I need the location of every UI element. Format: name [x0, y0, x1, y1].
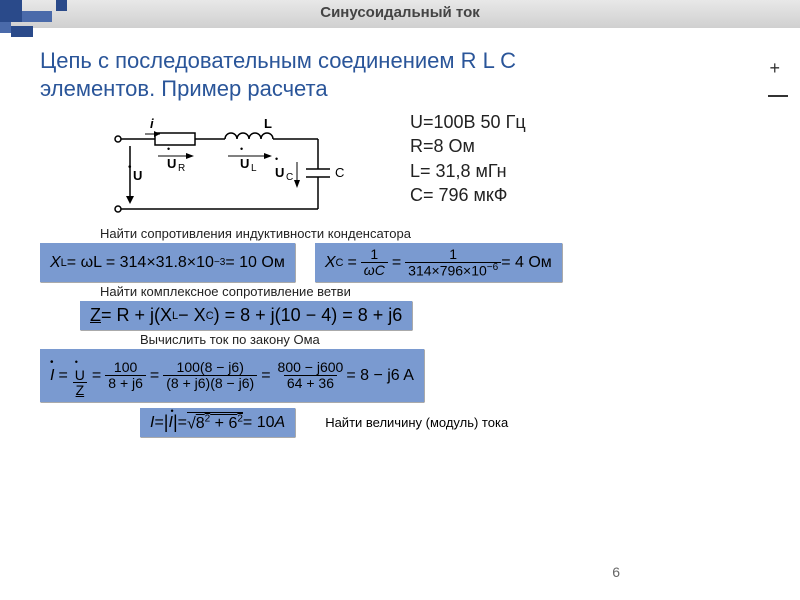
content: Цепь с последовательным соединением R L … [40, 48, 760, 437]
page-number: 6 [612, 564, 620, 580]
header-bar: Синусоидальный ток [0, 0, 800, 32]
param-R: R=8 Ом [410, 134, 526, 158]
circuit-diagram: i L C • U UR • UL • UC • [100, 114, 350, 224]
svg-text:U: U [240, 156, 249, 171]
formula-XL: XL = ωL = 314×31.8×10−3 = 10 Ом [40, 243, 295, 282]
deco-square [11, 26, 33, 37]
label-U: U [133, 168, 142, 183]
svg-text:U: U [275, 165, 284, 180]
svg-text:C: C [286, 172, 293, 183]
top-row: i L C • U UR • UL • UC • U=100В 50 Гц R=… [40, 114, 760, 224]
svg-text:U: U [167, 156, 176, 171]
svg-text:•: • [128, 162, 132, 173]
formula-Imod: I = |•I| = √82 + 62 = 10 A [140, 408, 295, 437]
formula-row-1: XL = ωL = 314×31.8×10−3 = 10 Ом XC= 1ωC … [40, 243, 760, 282]
step4-label: Найти величину (модуль) тока [325, 415, 508, 430]
deco-square [0, 22, 11, 33]
main-title-line1: Цепь с последовательным соединением R L … [40, 48, 760, 74]
label-L: L [264, 116, 272, 131]
step1-label: Найти сопротивления индуктивности конден… [100, 226, 760, 241]
param-C: C= 796 мкФ [410, 183, 526, 207]
label-C: C [335, 165, 344, 180]
formula-Z: Z = R + j(XL − XC) = 8 + j(10 − 4) = 8 +… [80, 301, 412, 330]
svg-text:•: • [240, 144, 243, 154]
param-U: U=100В 50 Гц [410, 110, 526, 134]
parameters: U=100В 50 Гц R=8 Ом L= 31,8 мГн C= 796 м… [410, 110, 526, 207]
formula-I: •I= •UZ = 1008 + j6 = 100(8 − j6)(8 + j6… [40, 349, 424, 402]
minus-icon [768, 95, 788, 97]
svg-text:L: L [251, 163, 257, 174]
svg-text:•: • [275, 154, 278, 164]
svg-text:R: R [178, 163, 185, 174]
label-i: i [150, 116, 154, 131]
plus-icon: + [769, 58, 780, 79]
step2-label: Найти комплексное сопротивление ветви [100, 284, 760, 299]
header-title: Синусоидальный ток [0, 4, 800, 21]
main-title-line2: элементов. Пример расчета [40, 76, 760, 102]
formula-XC: XC= 1ωC = 1314×796×10−6 = 4 Ом [315, 243, 562, 282]
svg-text:•: • [167, 144, 170, 154]
step3-label: Вычислить ток по закону Ома [140, 332, 760, 347]
param-L: L= 31,8 мГн [410, 159, 526, 183]
